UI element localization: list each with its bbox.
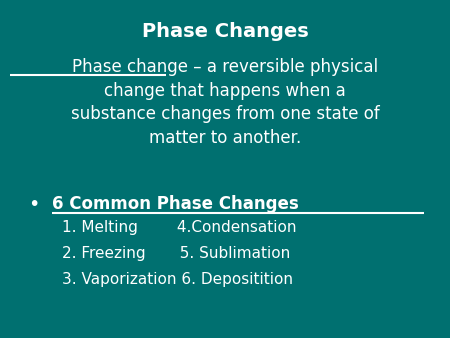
Text: Phase change – a reversible physical
change that happens when a
substance change: Phase change – a reversible physical cha… (71, 58, 379, 147)
Text: 1. Melting        4.Condensation: 1. Melting 4.Condensation (62, 220, 297, 235)
Text: 3. Vaporization 6. Depositition: 3. Vaporization 6. Depositition (62, 272, 293, 287)
Text: 2. Freezing       5. Sublimation: 2. Freezing 5. Sublimation (62, 246, 290, 261)
Text: 6 Common Phase Changes: 6 Common Phase Changes (52, 195, 299, 213)
Text: •: • (28, 195, 40, 214)
Text: Phase Changes: Phase Changes (142, 22, 308, 41)
